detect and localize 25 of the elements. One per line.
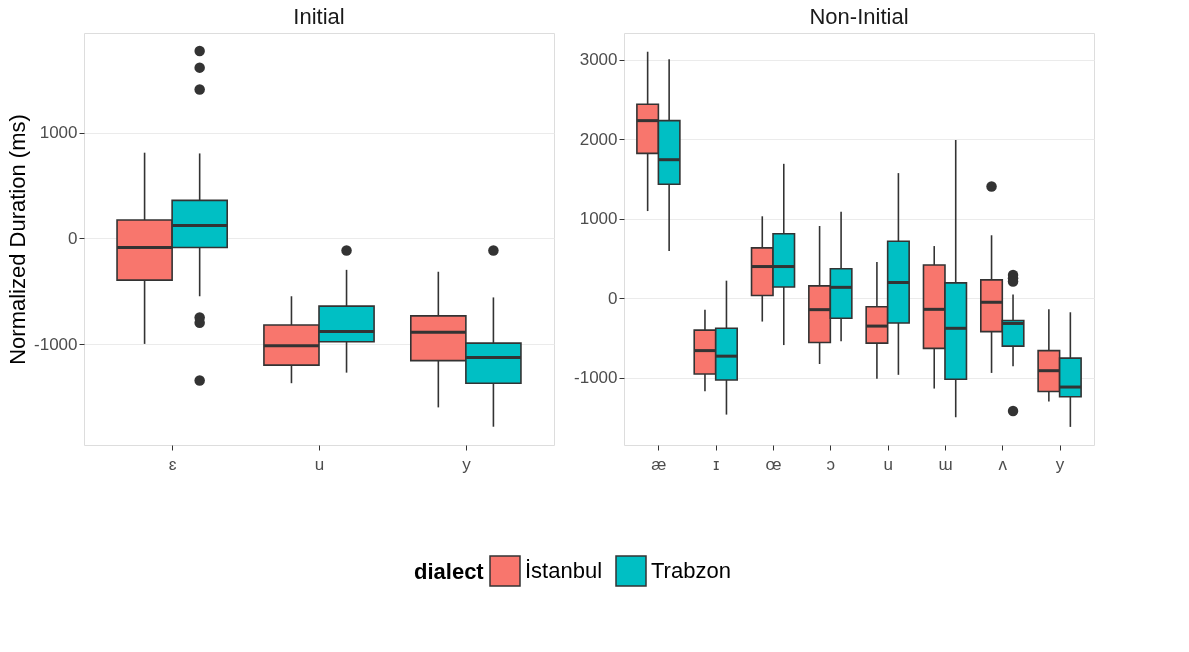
- x-tick-label: ʌ: [998, 454, 1008, 474]
- legend-title: dialect: [414, 559, 485, 584]
- x-tick-label: ɪ: [713, 454, 720, 474]
- x-tick-label: y: [1055, 454, 1065, 474]
- y-tick-label: 2000: [579, 129, 618, 149]
- x-tick-label: ɛ: [168, 454, 177, 474]
- y-tick-label: 1000: [39, 123, 78, 143]
- y-tick-label: -1000: [574, 368, 618, 388]
- y-tick-label: 0: [68, 228, 78, 248]
- x-tick-label: ɔ: [826, 454, 836, 474]
- x-tick-label: u: [314, 454, 325, 474]
- chart-title: Non-Initial: [809, 4, 909, 29]
- x-tick-label: ɯ: [938, 454, 953, 474]
- x-tick-label: y: [462, 454, 472, 474]
- x-tick-label: æ: [651, 454, 667, 474]
- legend-label: Trabzon: [651, 558, 731, 583]
- y-tick-label: 3000: [579, 50, 618, 70]
- y-tick-label: 0: [608, 288, 618, 308]
- y-axis-title: Normalized Duration (ms): [5, 114, 31, 365]
- x-tick-label: œ: [765, 454, 782, 474]
- legend-label: İstanbul: [525, 558, 603, 583]
- x-tick-label: u: [883, 454, 893, 474]
- chart-title: Initial: [293, 4, 345, 29]
- y-tick-label: 1000: [579, 209, 618, 229]
- y-tick-label: -1000: [34, 334, 78, 354]
